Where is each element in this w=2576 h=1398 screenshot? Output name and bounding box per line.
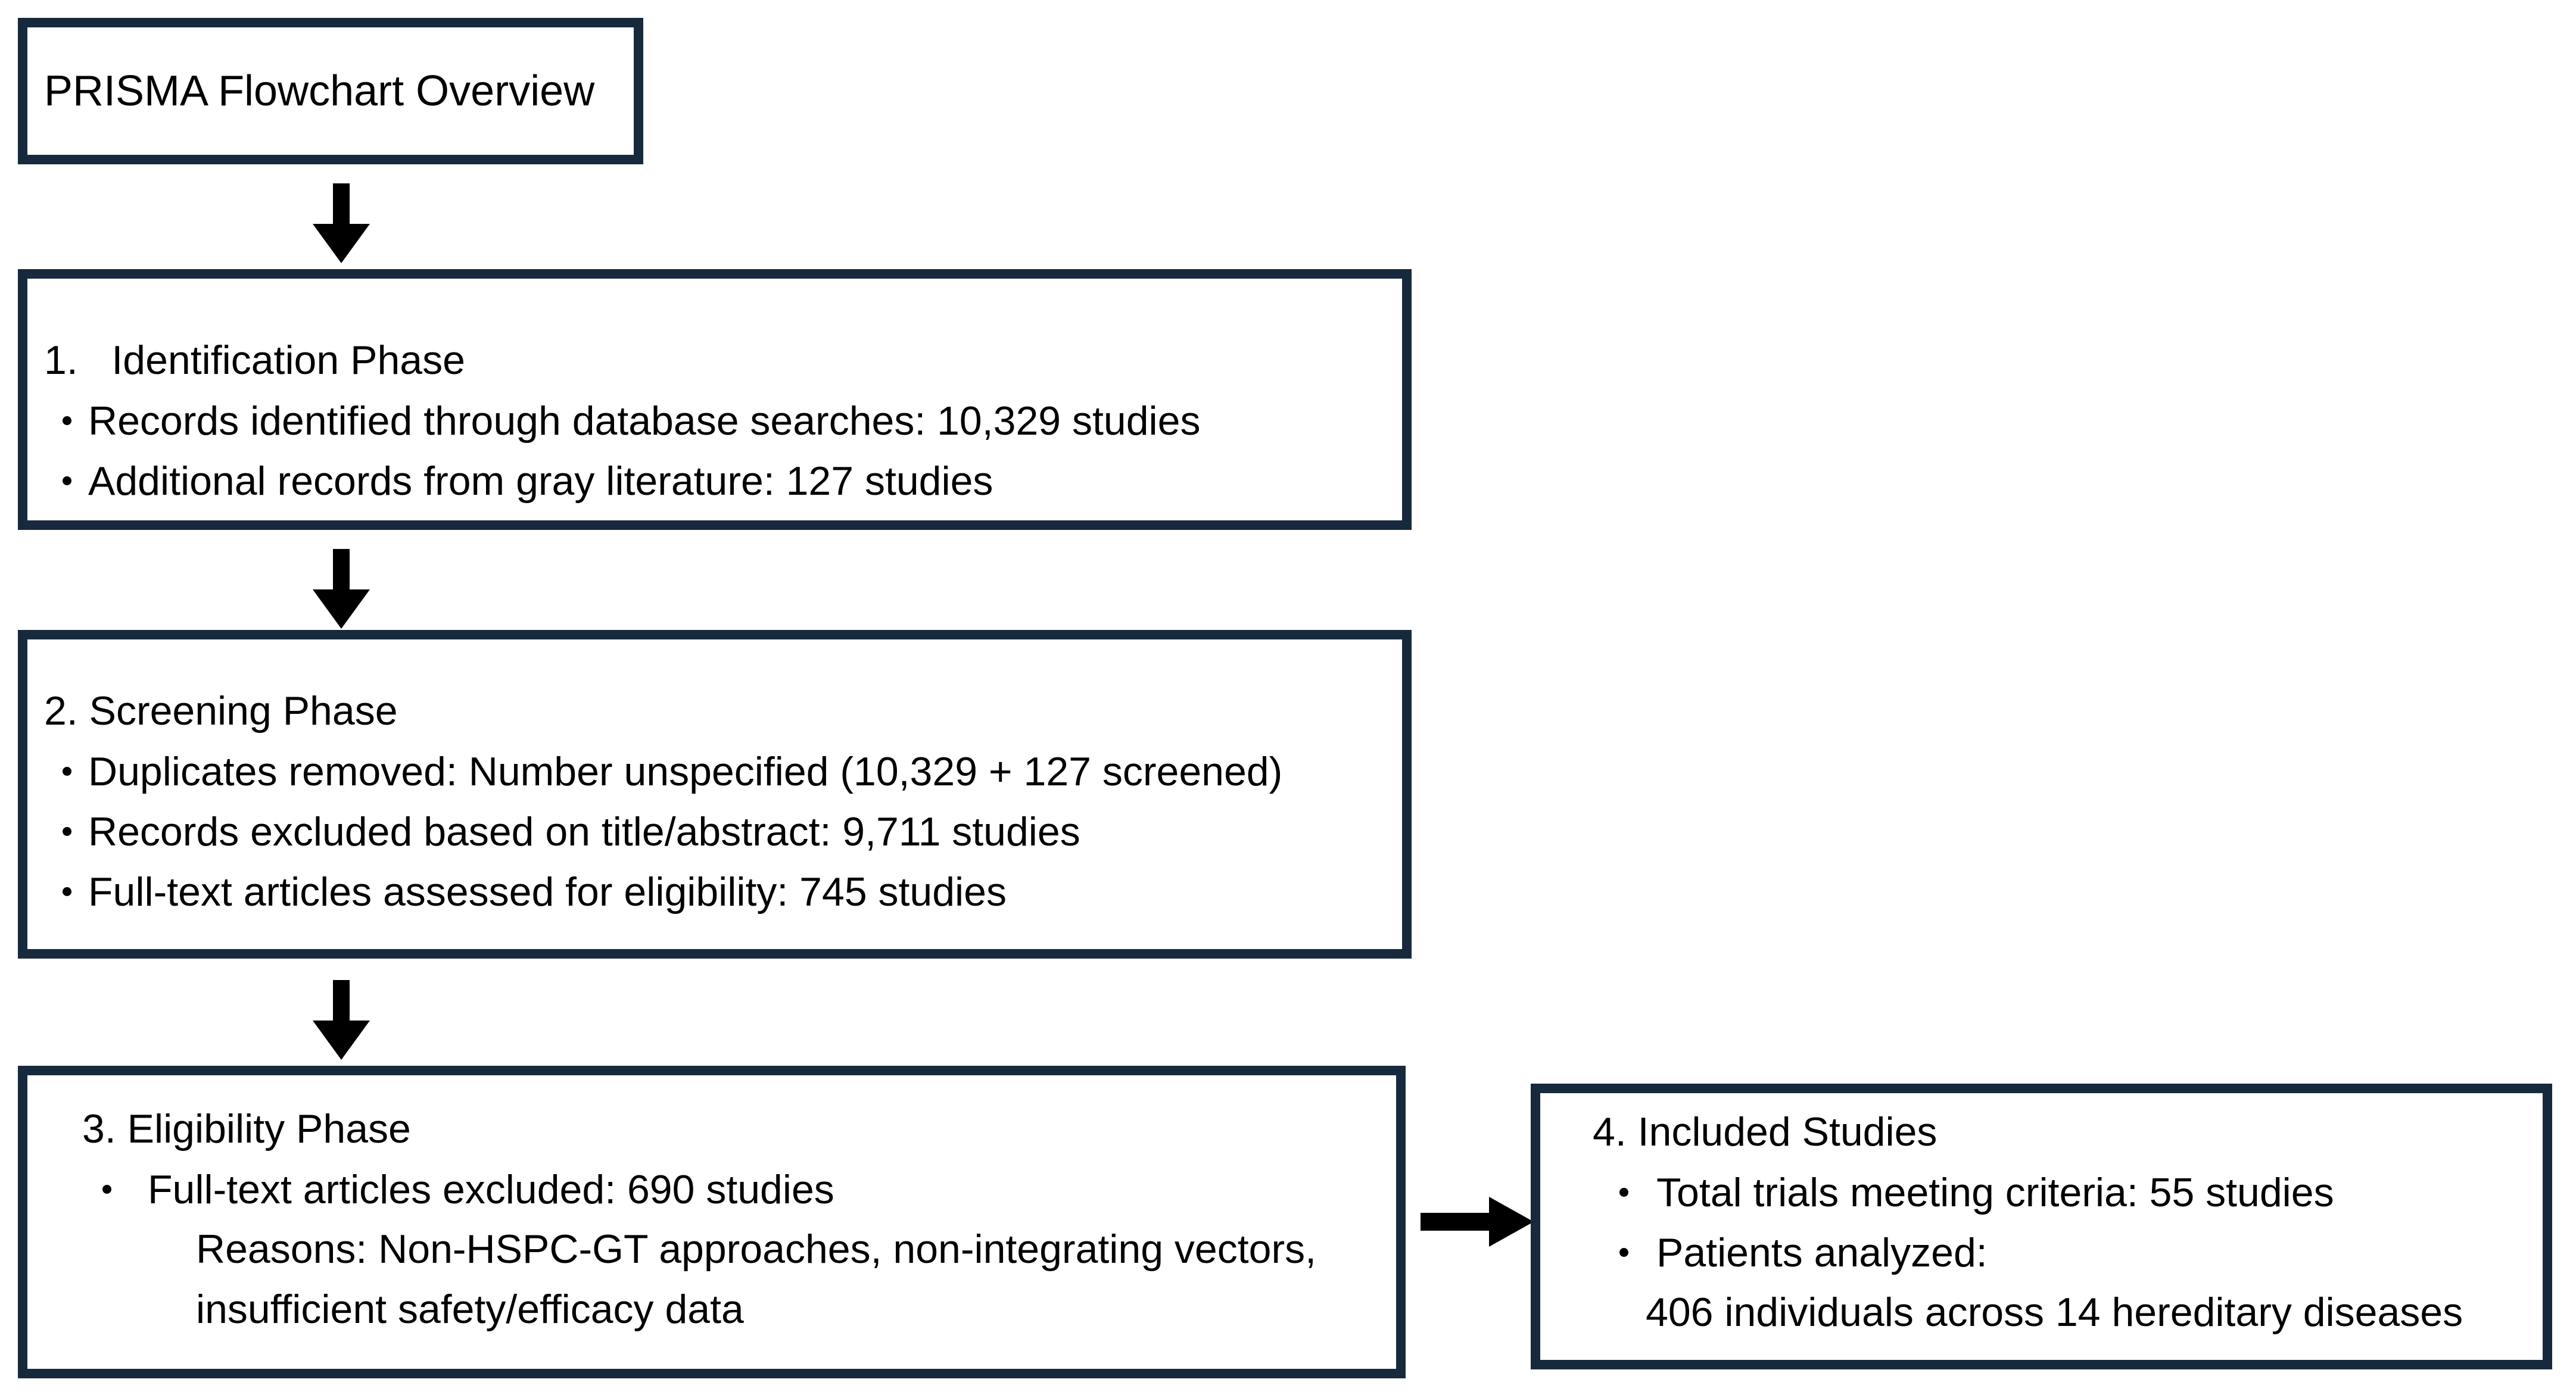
- phase3-reason-line2: insufficient safety/efficacy data: [196, 1287, 744, 1332]
- phase4-bullet1: Total trials meeting criteria: 55 studie…: [1656, 1169, 2334, 1215]
- list-item: Full-text articles excluded: 690 studies: [27, 1159, 1396, 1219]
- list-item: Patients analyzed:: [1540, 1222, 2543, 1282]
- phase1-heading: 1. Identification Phase: [44, 338, 465, 383]
- arrow-down-1-icon: [313, 183, 370, 263]
- arrow-head: [313, 589, 370, 629]
- bullet-icon: [63, 416, 71, 425]
- bullet-icon: [63, 887, 71, 896]
- list-item: Full-text articles assessed for eligibil…: [27, 862, 1402, 922]
- phase4-bullet2: Patients analyzed:: [1656, 1230, 1988, 1275]
- arrow-stem: [333, 549, 350, 589]
- phase2-bullet3: Full-text articles assessed for eligibil…: [88, 869, 1007, 915]
- bullet-icon: [1619, 1188, 1628, 1197]
- bullet-icon: [1619, 1248, 1628, 1257]
- identification-phase-box: 1. Identification Phase Records identifi…: [18, 269, 1412, 530]
- arrow-right-icon: [1421, 1197, 1534, 1247]
- arrow-head: [313, 1021, 370, 1060]
- bullet-icon: [102, 1185, 111, 1194]
- arrow-stem: [333, 183, 350, 224]
- screening-phase-box: 2. Screening Phase Duplicates removed: N…: [18, 630, 1412, 959]
- diagram-title: PRISMA Flowchart Overview: [44, 67, 595, 115]
- arrow-stem: [1421, 1213, 1490, 1231]
- list-item: Additional records from gray literature:…: [27, 451, 1402, 511]
- phase2-heading: 2. Screening Phase: [44, 688, 398, 734]
- list-item: Total trials meeting criteria: 55 studie…: [1540, 1162, 2543, 1222]
- phase4-heading: 4. Included Studies: [1593, 1109, 1938, 1154]
- phase3-reason-line1: Reasons: Non-HSPC-GT approaches, non-int…: [196, 1227, 1316, 1272]
- list-item: Records excluded based on title/abstract…: [27, 801, 1402, 862]
- arrow-head: [313, 224, 370, 263]
- phase3-heading: 3. Eligibility Phase: [82, 1106, 411, 1152]
- phase1-bullet1: Records identified through database sear…: [88, 398, 1201, 444]
- phase2-bullet1: Duplicates removed: Number unspecified (…: [88, 748, 1283, 794]
- bullet-icon: [63, 476, 71, 485]
- phase3-bullet1: Full-text articles excluded: 690 studies: [148, 1166, 834, 1212]
- title-box: PRISMA Flowchart Overview: [18, 18, 643, 164]
- arrow-down-3-icon: [313, 980, 370, 1060]
- arrow-stem: [333, 980, 350, 1021]
- arrow-head: [1489, 1197, 1534, 1247]
- bullet-icon: [63, 767, 71, 776]
- eligibility-phase-box: 3. Eligibility Phase Full-text articles …: [18, 1066, 1406, 1378]
- phase4-continuation: 406 individuals across 14 hereditary dis…: [1646, 1290, 2463, 1335]
- list-item: Records identified through database sear…: [27, 391, 1402, 451]
- list-item: Duplicates removed: Number unspecified (…: [27, 741, 1402, 801]
- bullet-icon: [63, 827, 71, 836]
- arrow-down-2-icon: [313, 549, 370, 629]
- phase1-bullet2: Additional records from gray literature:…: [88, 458, 993, 504]
- phase2-bullet2: Records excluded based on title/abstract…: [88, 809, 1080, 854]
- included-studies-box: 4. Included Studies Total trials meeting…: [1531, 1084, 2552, 1369]
